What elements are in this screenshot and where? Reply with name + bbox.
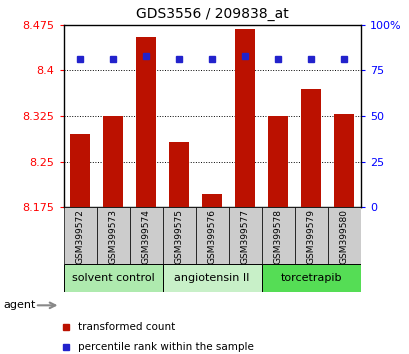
Text: GSM399574: GSM399574 xyxy=(141,209,150,264)
Bar xyxy=(129,207,162,264)
Bar xyxy=(261,264,360,292)
Bar xyxy=(63,264,162,292)
Text: percentile rank within the sample: percentile rank within the sample xyxy=(78,342,253,352)
Text: GSM399579: GSM399579 xyxy=(306,209,315,264)
Bar xyxy=(63,207,97,264)
Text: GSM399576: GSM399576 xyxy=(207,209,216,264)
Bar xyxy=(267,116,288,207)
Text: GSM399577: GSM399577 xyxy=(240,209,249,264)
Bar xyxy=(195,207,228,264)
Text: torcetrapib: torcetrapib xyxy=(280,273,341,283)
Bar xyxy=(301,88,320,207)
Text: GSM399578: GSM399578 xyxy=(273,209,282,264)
Bar xyxy=(162,264,261,292)
Bar xyxy=(202,194,222,207)
Text: agent: agent xyxy=(3,300,36,310)
Bar xyxy=(97,207,129,264)
Bar xyxy=(103,116,123,207)
Text: GSM399573: GSM399573 xyxy=(108,209,117,264)
Bar xyxy=(327,207,360,264)
Bar xyxy=(162,207,195,264)
Bar xyxy=(261,207,294,264)
Bar xyxy=(294,207,327,264)
Text: GSM399580: GSM399580 xyxy=(339,209,348,264)
Bar xyxy=(235,29,254,207)
Text: transformed count: transformed count xyxy=(78,322,175,332)
Bar xyxy=(169,142,189,207)
Bar xyxy=(70,134,90,207)
Text: GSM399572: GSM399572 xyxy=(75,209,84,264)
Text: GSM399575: GSM399575 xyxy=(174,209,183,264)
Bar xyxy=(136,37,156,207)
Bar xyxy=(228,207,261,264)
Title: GDS3556 / 209838_at: GDS3556 / 209838_at xyxy=(135,7,288,21)
Bar xyxy=(334,114,353,207)
Text: angiotensin II: angiotensin II xyxy=(174,273,249,283)
Text: solvent control: solvent control xyxy=(72,273,154,283)
